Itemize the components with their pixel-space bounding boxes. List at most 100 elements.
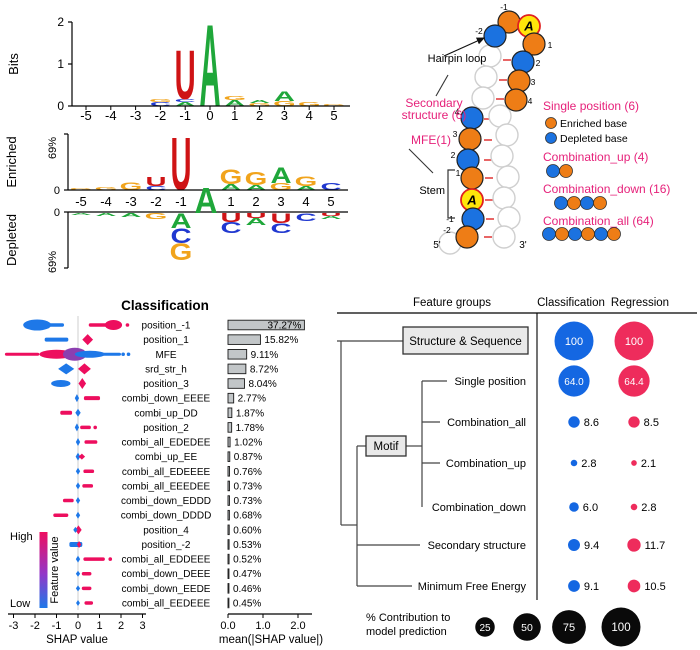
nucleotide-unlabeled xyxy=(474,65,498,89)
nucleotide--2 xyxy=(483,24,507,48)
shap-row-position_4: position_4 0.60% xyxy=(73,524,262,536)
importance-bar xyxy=(227,378,245,389)
logo-letter-A: A xyxy=(245,216,266,227)
nucleotide-2 xyxy=(511,50,535,74)
bar-xlabel: mean(|SHAP value|) xyxy=(219,634,323,646)
bubble-value: 11.7 xyxy=(645,540,666,552)
enriched-zero: 0 xyxy=(54,185,60,197)
colorbar-label: Feature value xyxy=(49,536,61,603)
nucleotide-3 xyxy=(458,127,482,151)
legend-caption: model prediction xyxy=(366,626,447,638)
logo-letter-C: C xyxy=(170,225,191,248)
group-label: Single position xyxy=(454,376,526,388)
bits-xtick: -5 xyxy=(80,108,92,123)
bubble-value: 10.5 xyxy=(644,581,665,593)
nucleotide--2 xyxy=(455,225,479,249)
logo-letter-C: C xyxy=(270,220,291,236)
bar-xtick: 1.0 xyxy=(255,620,270,632)
bits-xtick: -4 xyxy=(105,108,117,123)
logo-letter-U: U xyxy=(170,123,191,207)
importance-value: 0.53% xyxy=(233,540,261,551)
colorbar-high: High xyxy=(10,531,33,543)
logo-letter-A: A xyxy=(220,183,241,192)
group-row-secondary-structure: Secondary structure 9.4 11.7 xyxy=(428,538,666,552)
legend-size-50 xyxy=(513,613,541,641)
ed-xtick: -2 xyxy=(150,194,162,209)
legend-size-100 xyxy=(601,607,641,647)
group-label: Combination_all xyxy=(447,417,526,429)
importance-value: 0.73% xyxy=(233,481,261,492)
position-number: -2 xyxy=(443,225,451,235)
bits-xtick: 2 xyxy=(256,108,263,123)
importance-value: 0.46% xyxy=(233,584,261,595)
feature-label: position_2 xyxy=(143,423,189,434)
importance-bar xyxy=(227,597,230,609)
bits-xtick: 5 xyxy=(330,108,337,123)
logo-letter-U: U xyxy=(175,38,196,115)
nucleotide-unlabeled xyxy=(492,186,516,210)
shap-row-combi_up_EE: combi_up_EE 0.87% xyxy=(75,451,262,463)
legend-title: Combination_all (64) xyxy=(543,214,654,228)
logo-letter-A: A xyxy=(120,212,141,218)
position-number: 1 xyxy=(548,40,553,50)
depleted-zero: 0 xyxy=(54,207,60,219)
depleted-scale: 69% xyxy=(47,251,59,273)
feature-label: combi_all_EDDEEE xyxy=(122,555,211,566)
importance-bar xyxy=(227,334,261,345)
legend-dot-orange xyxy=(545,117,557,129)
logo-letter-G: G xyxy=(323,104,346,107)
group-label: Secondary structure xyxy=(428,540,526,552)
logo-letter-A: A xyxy=(274,88,295,104)
shap-xtick: -2 xyxy=(30,620,40,632)
legend-title: Combination_down (16) xyxy=(543,182,670,196)
importance-value: 0.47% xyxy=(233,569,261,580)
feature-label: position_3 xyxy=(143,379,189,390)
bubble-value: 2.8 xyxy=(641,502,656,514)
group-row-combination_down: Combination_down 6.0 2.8 xyxy=(432,502,657,514)
bits-xtick: -3 xyxy=(130,108,142,123)
feature-label: combi_down_DDDD xyxy=(121,511,212,522)
shap-row-combi_down_EDDD: combi_down_EDDD 0.73% xyxy=(62,495,262,507)
logo-letter-G: G xyxy=(220,166,243,189)
feature-label: MFE xyxy=(155,350,176,361)
logo-letter-A: A xyxy=(95,212,116,217)
logo-letter-G: G xyxy=(170,239,193,266)
position-number: 3 xyxy=(453,129,458,139)
logo-letter-U: U xyxy=(145,175,166,189)
importance-value: 8.72% xyxy=(250,364,278,375)
bubble-classification xyxy=(554,321,594,361)
importance-value: 2.77% xyxy=(238,394,266,405)
logo-letter-G: G xyxy=(298,101,321,107)
feature-label: combi_all_EDEDEE xyxy=(122,438,211,449)
shap-xtick: -3 xyxy=(9,620,19,632)
bubble-value: 100 xyxy=(625,336,643,348)
legend-dot-orange xyxy=(593,196,607,210)
logo-letter-G: G xyxy=(248,102,271,107)
logo-letter-C: C xyxy=(175,98,196,103)
shap-xtick: -1 xyxy=(52,620,62,632)
logo-letter-G: G xyxy=(149,98,172,103)
legend-size-value: 25 xyxy=(479,623,491,634)
logo-letter-C: C xyxy=(145,185,166,191)
logo-letter-G: G xyxy=(270,181,293,192)
feature-label: combi_down_EEEE xyxy=(122,394,211,405)
shap-row-MFE: MFE 9.11% xyxy=(4,347,278,361)
feature-label: combi_down_EEDE xyxy=(122,584,211,595)
position-number: -2 xyxy=(475,26,483,36)
logo-letter-U: U xyxy=(320,212,341,217)
group-label: Combination_down xyxy=(432,502,526,514)
shap-row-srd_str_h: srd_str_h 8.72% xyxy=(58,363,278,375)
shap-xtick: 0 xyxy=(75,620,81,632)
ed-xtick: -5 xyxy=(75,194,87,209)
importance-value: 1.02% xyxy=(234,438,262,449)
logo-letter-G: G xyxy=(70,188,93,191)
position-number: 1 xyxy=(456,168,461,178)
importance-value: 15.82% xyxy=(264,335,298,346)
logo-letter-G: G xyxy=(145,212,168,221)
m6A-letter: A xyxy=(523,19,533,34)
